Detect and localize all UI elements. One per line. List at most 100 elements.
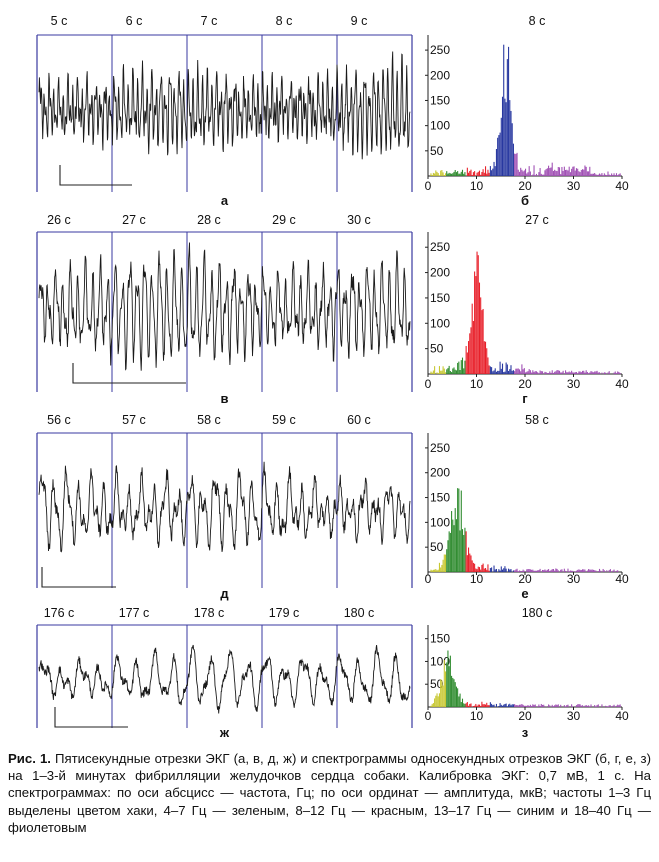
spectrum-bar [527,705,529,707]
spectrum-bar [543,704,545,707]
spectrum-bar [503,704,505,707]
spectrum-bar [533,165,535,176]
spectrum-bar [474,171,476,176]
spectrum-bar [549,371,551,374]
x-tick-label: 10 [470,572,484,586]
spectrum-bar [545,570,547,572]
spectrum-bar [508,704,510,707]
spectrum-bar [504,703,506,707]
spectrum-bar [544,569,546,572]
spectrum-bar [503,44,505,176]
spectrum-bar [544,170,546,176]
spectrum-bar [578,171,580,176]
ecg-trace [38,644,411,714]
x-tick-label: 0 [425,709,432,723]
spectrum-bar [614,175,616,176]
spectrum-bar [531,372,533,374]
spectrum-bar [569,570,571,572]
spectrum-bar [613,173,615,176]
second-label: 56 с [47,413,71,427]
spectrum-bar [619,372,621,374]
spectrum-bar [556,704,558,707]
spectrum-bar [598,568,601,572]
spectrum-bar [434,173,436,176]
spectrum-bar [613,569,615,572]
spectrum-bar [447,368,449,374]
spectrum-bar [523,570,525,572]
spectrum-bar [554,705,556,707]
spectrum-bar [430,569,432,572]
spectrum-bar [590,569,592,572]
spectrum-bar [466,167,468,176]
second-label: 8 с [276,14,293,28]
spectrum-bar [514,153,516,176]
x-tick-label: 20 [518,572,532,586]
spectrum-bar [432,703,434,707]
spectrum-bar [526,371,528,374]
spectrum-bar [586,570,588,572]
spectrum-bar [583,169,585,176]
spectrum-bar [522,369,524,374]
spectrum-bar [614,371,616,374]
spectrum-bar [580,570,582,572]
spectrum-bar [508,46,510,177]
spectrum-bar [474,563,476,572]
spectrum-bar [436,570,438,572]
spectrum-bar [606,175,608,176]
spectrum-bar [572,570,574,572]
spectrum-bar [468,172,470,176]
spectrum-bar [566,372,568,374]
spectrum-bar [471,303,473,374]
spectrum-bar [451,675,453,707]
x-tick-label: 10 [470,179,484,193]
spectrum-bar [597,372,599,374]
spectrum-bar [441,564,443,572]
spectrum-bar [543,570,545,572]
spectrum-bar [541,569,544,572]
spectrum-bar [489,366,491,374]
spectrum-bar [483,568,485,572]
spectrum-bar [444,372,447,374]
spectrum-bar [567,170,569,176]
spectrum-bar [458,173,460,176]
spectrum-bar [494,569,496,572]
spectrum-bar [560,174,562,176]
spectrum-bar [432,172,434,176]
spectrum-bar [556,370,558,374]
spectrum-bar [540,371,542,374]
second-label: 9 с [351,14,368,28]
spectrum-bar [546,168,548,176]
spectrum-bar [534,371,536,374]
y-tick-label: 50 [430,342,444,356]
spectrum-bar [565,706,567,707]
spectrum-bar [452,519,454,572]
spectrum-bar [581,569,584,572]
spectrum-title: 58 с [525,413,549,427]
second-label: 60 с [347,413,371,427]
spectrum-bar [470,555,472,572]
spectrum-bar [487,705,489,707]
spectrum-bar [562,171,564,176]
spectrum-bar [497,370,499,374]
calibration-bar [41,567,116,588]
spectrum-bar [441,370,443,374]
spectrum-bar [493,161,495,176]
spectrum-bar [498,706,500,707]
spectrum-bar [607,372,609,374]
spectrum-bar [565,370,567,374]
spectrum-bar [465,346,467,374]
spectrum-bar [442,366,444,374]
spectrum-bar [459,530,461,572]
spectrum-bar [586,705,588,707]
spectrum-bar [618,371,620,374]
spectrum-bar [548,165,550,176]
second-label: 179 с [269,606,300,620]
spectrum-bar [492,371,494,374]
panel-letter: в [221,391,229,406]
spectrum-bar [460,702,462,707]
spectrum-bar [472,562,474,572]
spectrum-bar [613,704,615,707]
spectrum-panel-3: 50 100 150 200 250 0 10 20 30 40 58 с е [425,413,629,601]
spectrum-bar [539,705,541,707]
spectrum-bar [512,370,514,374]
